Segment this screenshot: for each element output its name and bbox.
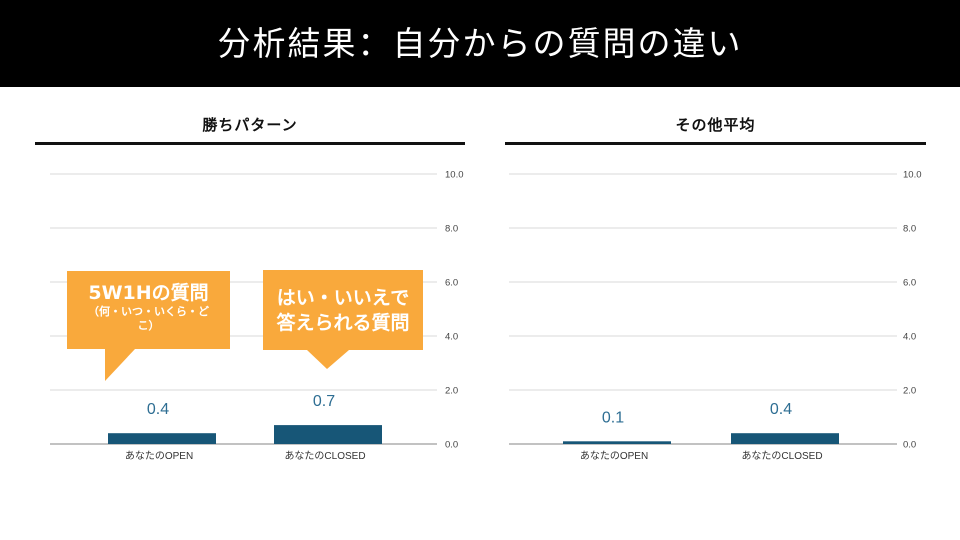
data-label: 0.4 <box>147 401 169 418</box>
bar <box>108 433 216 444</box>
y-tick-label: 8.0 <box>445 224 458 235</box>
y-tick-label: 4.0 <box>903 332 916 343</box>
chart-title: その他平均 <box>675 116 756 134</box>
page-title: 分析結果：自分からの質問の違い <box>217 24 743 63</box>
chart-panel-others-average: 0.0 2.0 4.0 6.0 8.0 10.0 0.1 あなたのOPEN 0.4 あなたのCLO… <box>505 100 926 500</box>
x-tick-label: あなたのOPEN <box>125 450 193 462</box>
title-bar: 分析結果：自分からの質問の違い <box>0 0 960 87</box>
callout-open-question: 5W1Hの質問 （何・いつ・いくら・どこ） <box>67 271 230 349</box>
chart-title: 勝ちパターン <box>202 116 298 134</box>
y-tick-label: 8.0 <box>903 224 916 235</box>
bar <box>731 433 839 444</box>
callout-heading: はい・いいえで <box>276 287 410 309</box>
callout-heading: 5W1Hの質問 <box>88 282 209 304</box>
x-tick-label: あなたのCLOSED <box>284 450 365 462</box>
y-tick-label: 6.0 <box>903 278 916 289</box>
chart-panel-winning-pattern: 0.0 2.0 4.0 6.0 8.0 10.0 0.4 あなたのOPEN 0.7 あなたのCLO… <box>35 100 465 500</box>
callout-subtext: （何・いつ・いくら・どこ） <box>88 305 209 332</box>
y-tick-label: 10.0 <box>445 170 464 181</box>
y-tick-label: 4.0 <box>445 332 458 343</box>
x-tick-label: あなたのCLOSED <box>741 450 822 462</box>
bar <box>563 441 671 444</box>
callout-pointer <box>105 349 135 381</box>
y-tick-label: 6.0 <box>445 278 458 289</box>
y-tick-label: 2.0 <box>445 386 458 397</box>
bar <box>274 425 382 444</box>
data-label: 0.7 <box>313 393 335 410</box>
data-label: 0.1 <box>602 409 624 426</box>
y-tick-label: 0.0 <box>903 440 916 451</box>
x-tick-label: あなたのOPEN <box>580 450 648 462</box>
callout-subtext: 答えられる質問 <box>276 312 410 334</box>
callout-closed-question: はい・いいえで 答えられる質問 <box>263 270 423 350</box>
bar-chart: 0.0 2.0 4.0 6.0 8.0 10.0 0.1 あなたのOPEN 0.4 あなたのCLO… <box>509 170 922 462</box>
callout-pointer <box>307 350 349 369</box>
y-tick-label: 2.0 <box>903 386 916 397</box>
title-underline <box>35 142 465 145</box>
y-tick-label: 0.0 <box>445 440 458 451</box>
data-label: 0.4 <box>770 401 792 418</box>
title-underline <box>505 142 926 145</box>
bar-chart: 0.0 2.0 4.0 6.0 8.0 10.0 0.4 あなたのOPEN 0.7 あなたのCLO… <box>50 170 464 462</box>
y-tick-label: 10.0 <box>903 170 922 181</box>
